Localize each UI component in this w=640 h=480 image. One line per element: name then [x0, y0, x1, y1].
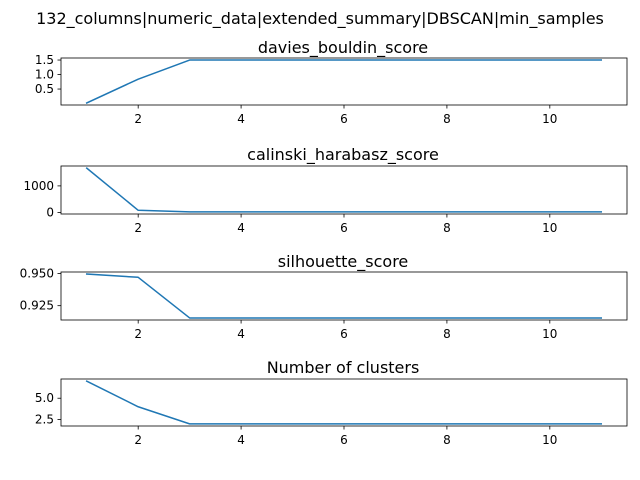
series-line — [85, 273, 603, 319]
x-tick-label: 4 — [237, 433, 245, 447]
x-tick-label: 4 — [237, 112, 245, 126]
y-tick-label: 0.950 — [20, 266, 54, 280]
x-tick-label: 8 — [443, 221, 451, 235]
y-tick-label: 0.925 — [20, 299, 54, 313]
figure-suptitle: 132_columns|numeric_data|extended_summar… — [36, 9, 604, 29]
subplot-calinski-harabasz: calinski_harabasz_score 2 4 6 8 10 0 1000 — [23, 145, 628, 235]
x-tick-label: 10 — [542, 433, 557, 447]
subplot-title: calinski_harabasz_score — [247, 145, 439, 165]
y-tick-label: 1.0 — [35, 68, 54, 82]
x-tick-label: 2 — [134, 327, 142, 341]
x-tick-label: 6 — [340, 433, 348, 447]
x-tick-label: 6 — [340, 112, 348, 126]
x-tick-label: 4 — [237, 327, 245, 341]
series-line — [85, 380, 603, 425]
y-tick-label: 1.5 — [35, 53, 54, 67]
x-tick-label: 2 — [134, 221, 142, 235]
axes-frame — [60, 57, 628, 106]
subplot-title: silhouette_score — [278, 252, 409, 272]
y-tick-label: 2.5 — [35, 413, 54, 427]
subplot-title: davies_bouldin_score — [258, 38, 428, 58]
x-tick-label: 10 — [542, 327, 557, 341]
x-tick-label: 10 — [542, 112, 557, 126]
subplot-title: Number of clusters — [267, 358, 420, 377]
subplot-silhouette: silhouette_score 2 4 6 8 10 0.925 0.950 — [20, 252, 628, 341]
subplot-number-of-clusters: Number of clusters 2 4 6 8 10 2.5 5.0 — [35, 358, 628, 447]
series-line — [85, 59, 603, 104]
x-tick-label: 2 — [134, 112, 142, 126]
y-tick-label: 1000 — [23, 179, 54, 193]
x-tick-label: 8 — [443, 327, 451, 341]
x-tick-label: 6 — [340, 221, 348, 235]
x-tick-label: 8 — [443, 112, 451, 126]
y-tick-label: 5.0 — [35, 391, 54, 405]
series-line — [85, 167, 603, 213]
x-tick-label: 8 — [443, 433, 451, 447]
axes-frame — [60, 165, 628, 215]
axes-frame — [60, 271, 628, 321]
x-tick-label: 2 — [134, 433, 142, 447]
x-tick-label: 6 — [340, 327, 348, 341]
x-tick-label: 4 — [237, 221, 245, 235]
axes-frame — [60, 378, 628, 427]
y-tick-label: 0.5 — [35, 82, 54, 96]
x-tick-label: 10 — [542, 221, 557, 235]
y-tick-label: 0 — [46, 205, 54, 219]
subplot-davies-bouldin: davies_bouldin_score 2 4 6 8 10 0.51.01.5 — [35, 38, 628, 126]
